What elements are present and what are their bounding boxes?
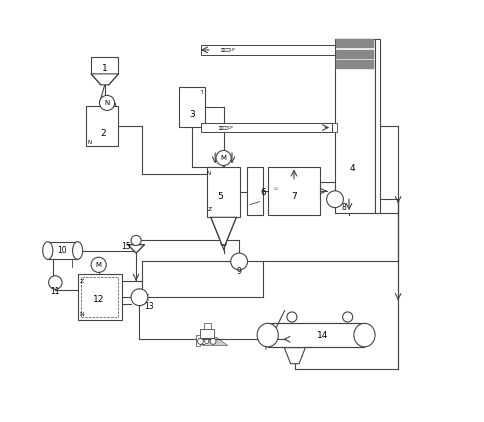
Polygon shape (202, 337, 227, 346)
Text: 14: 14 (316, 330, 328, 340)
Circle shape (197, 338, 203, 344)
Circle shape (326, 191, 343, 208)
Bar (335, 60, 373, 69)
Text: 4: 4 (349, 165, 355, 173)
Text: M: M (95, 262, 102, 268)
Polygon shape (284, 348, 305, 364)
Bar (331, 123, 336, 132)
Text: 13: 13 (144, 302, 153, 311)
Text: 1: 1 (102, 64, 107, 73)
Polygon shape (127, 245, 144, 253)
Text: ┐: ┐ (199, 89, 202, 94)
Text: 烟气出口LP: 烟气出口LP (220, 48, 235, 51)
Bar (47, 242, 77, 260)
Bar (81, 277, 118, 317)
Circle shape (210, 338, 215, 344)
Circle shape (215, 150, 231, 165)
Text: 8: 8 (341, 203, 346, 212)
Bar (91, 57, 118, 74)
Bar (246, 167, 262, 215)
Bar (335, 50, 373, 59)
Text: N: N (87, 140, 91, 145)
Circle shape (131, 235, 141, 246)
Ellipse shape (257, 323, 278, 347)
Text: 2: 2 (100, 129, 106, 138)
Circle shape (204, 339, 209, 344)
Bar (335, 39, 373, 48)
Text: 6: 6 (260, 187, 266, 197)
Bar (86, 106, 117, 146)
Bar (200, 329, 213, 338)
Bar (77, 274, 121, 320)
Text: Z: Z (79, 279, 84, 284)
Bar (201, 123, 331, 132)
Text: 15: 15 (121, 242, 130, 251)
Text: 7: 7 (290, 192, 296, 201)
Text: 3: 3 (189, 110, 195, 119)
Ellipse shape (353, 323, 374, 347)
Text: N: N (79, 311, 84, 316)
Bar (201, 45, 334, 54)
Bar (374, 38, 379, 213)
Bar (334, 38, 374, 213)
Text: 5: 5 (217, 192, 223, 201)
Bar (206, 167, 240, 217)
Bar (179, 87, 204, 127)
Text: 9: 9 (236, 268, 241, 276)
Polygon shape (211, 217, 236, 245)
Text: 烟气进口LP: 烟气进口LP (218, 125, 233, 129)
Circle shape (131, 289, 148, 306)
Ellipse shape (73, 242, 82, 260)
Text: 10: 10 (58, 246, 67, 255)
Text: Z: Z (208, 207, 212, 212)
Polygon shape (196, 335, 200, 346)
Text: N: N (206, 170, 211, 176)
Text: ≈: ≈ (272, 186, 278, 192)
Circle shape (99, 95, 114, 111)
Text: N: N (104, 100, 109, 106)
Polygon shape (91, 74, 118, 85)
Bar (203, 323, 210, 329)
Circle shape (48, 276, 62, 289)
Text: 12: 12 (93, 295, 104, 304)
Circle shape (342, 312, 352, 322)
Text: M: M (220, 155, 226, 161)
Circle shape (286, 312, 296, 322)
Bar (267, 167, 319, 215)
Circle shape (230, 253, 247, 270)
Circle shape (91, 257, 106, 273)
Text: 11: 11 (50, 287, 60, 296)
Ellipse shape (43, 242, 53, 260)
